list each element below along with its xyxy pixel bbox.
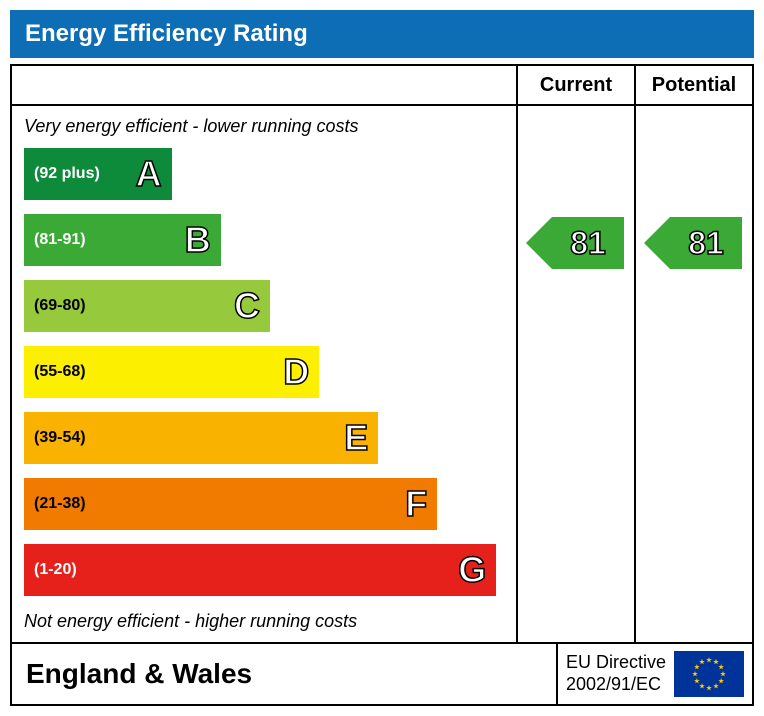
band-row-e: (39-54) E: [12, 407, 516, 469]
band-letter: C: [234, 285, 260, 327]
rating-pointer-current: 81: [526, 217, 624, 269]
eu-flag-icon: [674, 651, 744, 697]
band-row-d: (55-68) D: [12, 341, 516, 403]
band-letter: D: [283, 351, 309, 393]
caption-bottom: Not energy efficient - higher running co…: [12, 605, 516, 642]
band-range: (39-54): [24, 429, 86, 447]
band-letter: G: [458, 549, 486, 591]
band-range: (92 plus): [24, 165, 100, 183]
bands-list: (92 plus) A (81-91) B (69-80) C (55-68) D (39-54…: [12, 143, 516, 601]
rating-value-current: 81: [570, 225, 606, 262]
footer-region: England & Wales: [12, 658, 556, 690]
bars-area: Very energy efficient - lower running co…: [12, 106, 516, 642]
col-header-current: Current: [516, 66, 634, 104]
band-bar-d: (55-68) D: [24, 346, 319, 398]
title-bar: Energy Efficiency Rating: [10, 10, 754, 58]
band-row-c: (69-80) C: [12, 275, 516, 337]
directive-line2: 2002/91/EC: [566, 674, 666, 696]
rating-pointer-potential: 81: [644, 217, 742, 269]
col-potential: 81: [634, 106, 752, 642]
header-spacer: [12, 66, 516, 104]
band-bar-g: (1-20) G: [24, 544, 496, 596]
band-letter: F: [405, 483, 427, 525]
band-range: (81-91): [24, 231, 86, 249]
band-letter: E: [344, 417, 368, 459]
title-text: Energy Efficiency Rating: [25, 20, 308, 47]
chart-body: Very energy efficient - lower running co…: [12, 106, 752, 642]
band-row-a: (92 plus) A: [12, 143, 516, 205]
band-bar-a: (92 plus) A: [24, 148, 172, 200]
band-bar-e: (39-54) E: [24, 412, 378, 464]
header-row: Current Potential: [12, 66, 752, 106]
band-row-b: (81-91) B: [12, 209, 516, 271]
footer-row: England & Wales EU Directive 2002/91/EC: [12, 642, 752, 704]
epc-chart: Current Potential Very energy efficient …: [10, 64, 754, 706]
col-current: 81: [516, 106, 634, 642]
caption-top: Very energy efficient - lower running co…: [12, 106, 516, 143]
col-header-potential: Potential: [634, 66, 752, 104]
band-row-f: (21-38) F: [12, 473, 516, 535]
band-bar-b: (81-91) B: [24, 214, 221, 266]
directive-line1: EU Directive: [566, 652, 666, 674]
footer-right: EU Directive 2002/91/EC: [556, 644, 752, 704]
band-range: (1-20): [24, 561, 77, 579]
band-bar-c: (69-80) C: [24, 280, 270, 332]
band-range: (55-68): [24, 363, 86, 381]
band-letter: B: [185, 219, 211, 261]
band-row-g: (1-20) G: [12, 539, 516, 601]
band-letter: A: [136, 153, 162, 195]
band-range: (69-80): [24, 297, 86, 315]
band-bar-f: (21-38) F: [24, 478, 437, 530]
directive-text: EU Directive 2002/91/EC: [566, 652, 666, 695]
band-range: (21-38): [24, 495, 86, 513]
rating-value-potential: 81: [688, 225, 724, 262]
